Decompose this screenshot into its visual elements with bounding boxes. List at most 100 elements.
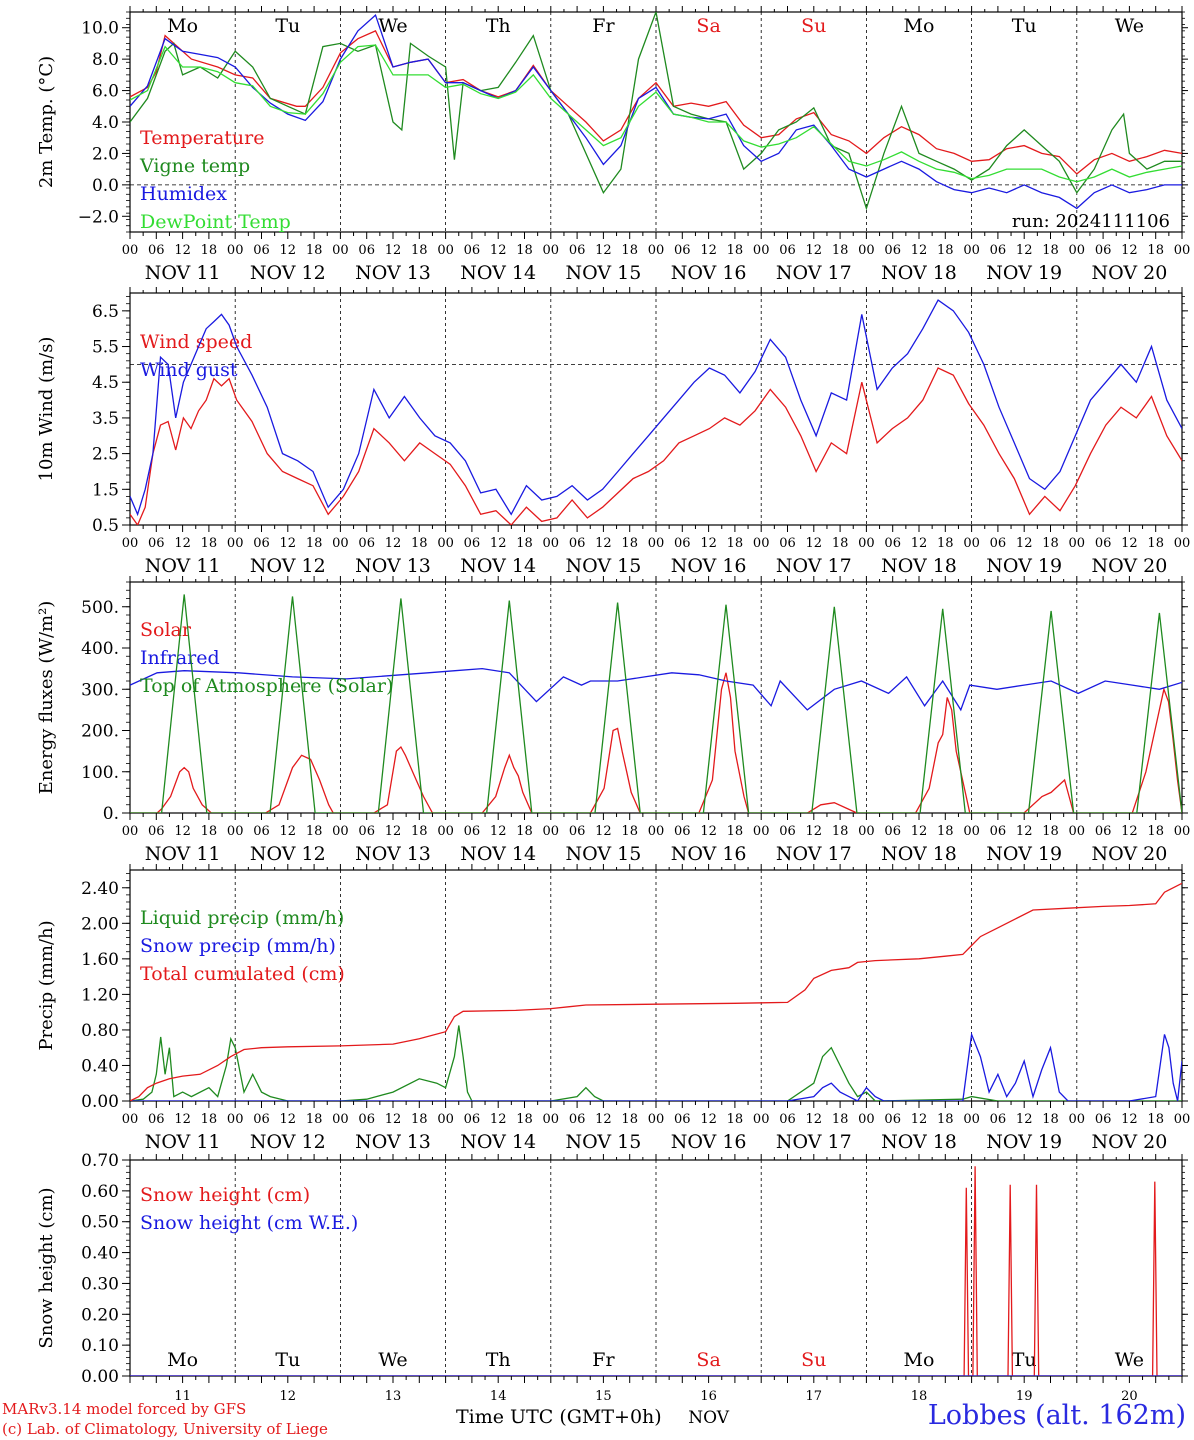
- hour-label: 12: [911, 1112, 928, 1127]
- legend-entry: DewPoint Temp: [140, 211, 291, 233]
- y-tick-label: 2.40: [81, 879, 119, 899]
- hour-label: 12: [806, 536, 823, 551]
- legend-entry: Infrared: [140, 647, 220, 669]
- hour-label: 00: [858, 536, 875, 551]
- day-number-label: 20: [1121, 1389, 1138, 1404]
- hour-label: 06: [779, 243, 796, 258]
- hour-label: 18: [201, 1112, 218, 1127]
- hour-label: 00: [753, 824, 770, 839]
- hour-label: 00: [332, 824, 349, 839]
- date-label: NOV 20: [1091, 555, 1167, 577]
- month-label: NOV: [688, 1408, 730, 1428]
- day-number-label: 16: [700, 1389, 717, 1404]
- y-tick-label: 0.0: [92, 176, 119, 196]
- y-tick-label: 500.: [81, 598, 119, 618]
- y-tick-label: 200.: [81, 722, 119, 742]
- date-label: NOV 20: [1091, 262, 1167, 284]
- weekday-label: Sa: [696, 1349, 720, 1371]
- weekday-label: Tu: [1012, 1349, 1037, 1371]
- date-label: NOV 16: [671, 262, 747, 284]
- hour-label: 00: [963, 536, 980, 551]
- hour-label: 18: [516, 243, 533, 258]
- weekday-label: Th: [486, 1349, 511, 1371]
- series-line-wind-speed: [130, 367, 1182, 525]
- series-line-total-cumulated-cm-: [130, 882, 1182, 1101]
- hour-label: 12: [595, 536, 612, 551]
- hour-label: 00: [963, 1112, 980, 1127]
- date-label: NOV 14: [460, 262, 536, 284]
- run-label: run: 2024111106: [1012, 211, 1170, 232]
- hour-label: 12: [1016, 824, 1033, 839]
- y-tick-label: 0.: [103, 804, 119, 824]
- y-tick-label: 4.0: [92, 113, 119, 133]
- hour-label: 12: [385, 1112, 402, 1127]
- y-tick-label: 2.5: [92, 445, 119, 465]
- series-line-solar: [130, 672, 1182, 813]
- hour-label: 06: [1095, 243, 1112, 258]
- y-tick-label: 0.30: [81, 1274, 119, 1294]
- hour-label: 06: [990, 824, 1007, 839]
- date-label: NOV 15: [565, 1131, 641, 1153]
- hour-label: 12: [700, 536, 717, 551]
- hour-label: 12: [1121, 536, 1138, 551]
- hour-label: 06: [779, 1112, 796, 1127]
- hour-label: 06: [464, 536, 481, 551]
- hour-label: 12: [806, 1112, 823, 1127]
- hour-label: 06: [990, 243, 1007, 258]
- hour-label: 06: [148, 536, 165, 551]
- date-label: NOV 14: [460, 1131, 536, 1153]
- hour-label: 06: [253, 243, 270, 258]
- date-label: NOV 12: [250, 262, 326, 284]
- hour-label: 18: [727, 536, 744, 551]
- hour-label: 12: [595, 243, 612, 258]
- hour-label: 00: [227, 1112, 244, 1127]
- hour-label: 18: [832, 536, 849, 551]
- hour-label: 18: [201, 243, 218, 258]
- weekday-label: Sa: [696, 15, 720, 37]
- hour-label: 18: [727, 824, 744, 839]
- x-axis-title: Time UTC (GMT+0h): [456, 1406, 662, 1428]
- y-tick-label: −2.0: [78, 207, 119, 227]
- date-label: NOV 13: [355, 1131, 431, 1153]
- date-label: NOV 19: [986, 555, 1062, 577]
- hour-label: 06: [569, 824, 586, 839]
- date-label: NOV 12: [250, 555, 326, 577]
- hour-label: 00: [122, 824, 139, 839]
- y-tick-label: 1.20: [81, 985, 119, 1005]
- date-label: NOV 11: [145, 1131, 221, 1153]
- y-tick-label: 0.00: [81, 1092, 119, 1112]
- hour-label: 12: [280, 536, 297, 551]
- series-line-snow-precip-mm-h-: [130, 1031, 1182, 1101]
- hour-label: 12: [1121, 1112, 1138, 1127]
- hour-label: 06: [990, 536, 1007, 551]
- date-label: NOV 17: [776, 262, 852, 284]
- hour-label: 00: [648, 536, 665, 551]
- hour-label: 18: [727, 243, 744, 258]
- hour-label: 12: [1016, 536, 1033, 551]
- y-tick-label: 0.10: [81, 1336, 119, 1356]
- day-number-label: 18: [911, 1389, 928, 1404]
- panel-2: 00 06 12 18 00 06 12 18 00 06 12 18 00 06 12 18 00 06 12 18…: [36, 287, 1190, 577]
- date-label: NOV 17: [776, 843, 852, 865]
- date-label: NOV 19: [986, 1131, 1062, 1153]
- panel-5: 11 12 13 14 15 16 17 18 19 20 NOV 0.00 0.10 0.20 0.30 0…: [36, 1151, 1188, 1428]
- hour-label: 12: [174, 824, 191, 839]
- weekday-label: Tu: [275, 1349, 300, 1371]
- legend-entry: Snow height (cm): [140, 1184, 310, 1206]
- hour-label: 12: [385, 824, 402, 839]
- y-tick-label: 0.5: [92, 516, 119, 536]
- weekday-label: We: [1115, 15, 1144, 37]
- hour-label: 00: [1069, 824, 1086, 839]
- date-label: NOV 20: [1091, 1131, 1167, 1153]
- hour-label: 12: [280, 1112, 297, 1127]
- hour-label: 18: [306, 824, 323, 839]
- hour-label: 12: [280, 243, 297, 258]
- date-label: NOV 11: [145, 555, 221, 577]
- hour-label: 12: [174, 1112, 191, 1127]
- station-name: Lobbes (alt. 162m): [927, 1400, 1186, 1431]
- legend-entry: Total cumulated (cm): [140, 963, 345, 985]
- hour-label: 18: [306, 536, 323, 551]
- hour-label: 00: [858, 824, 875, 839]
- legend-entry: Vigne temp: [139, 155, 250, 177]
- hour-label: 00: [332, 536, 349, 551]
